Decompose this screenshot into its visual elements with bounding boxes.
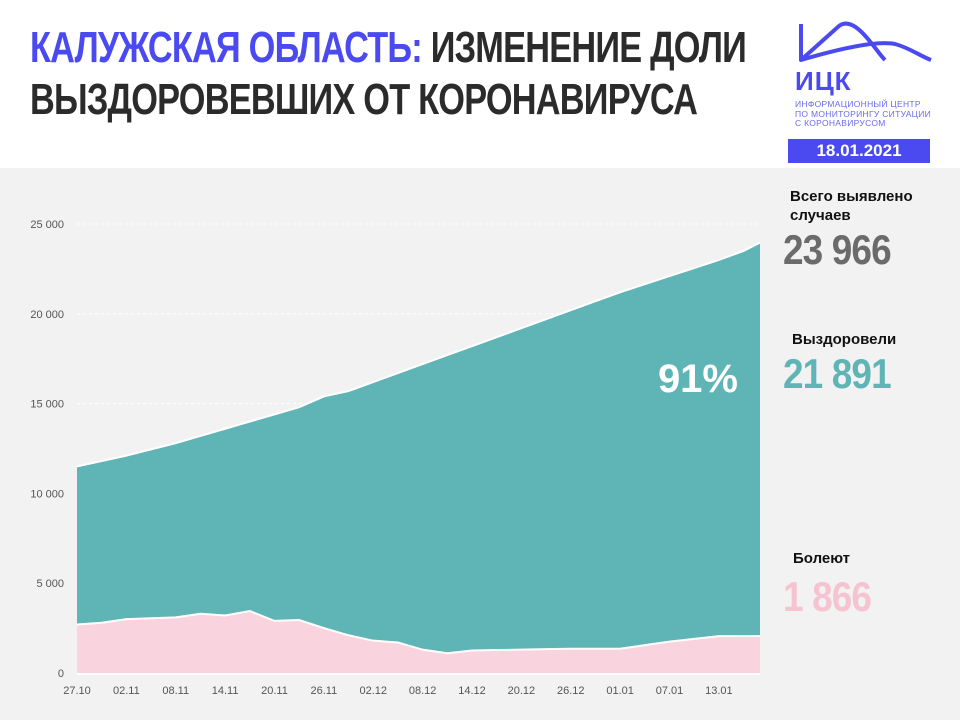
x-tick-label: 26.12 <box>557 685 585 697</box>
header: КАЛУЖСКАЯ ОБЛАСТЬ: ИЗМЕНЕНИЕ ДОЛИ ВЫЗДОР… <box>0 0 960 168</box>
total-value: 23 966 <box>783 226 892 273</box>
logo-subtitle: ИНФОРМАЦИОННЫЙ ЦЕНТР ПО МОНИТОРИНГУ СИТУ… <box>795 99 932 129</box>
y-tick-label: 15 000 <box>30 399 64 411</box>
y-tick-label: 5 000 <box>36 578 64 590</box>
sick-line <box>76 610 760 655</box>
x-tick-label: 14.12 <box>458 685 486 697</box>
recovered-label: Выздоровели <box>792 331 897 348</box>
recovered-area <box>77 242 760 674</box>
logo-abbr: ИЦК <box>795 66 852 96</box>
y-tick-label: 10 000 <box>30 488 64 500</box>
x-tick-label: 02.12 <box>359 685 387 697</box>
x-tick-label: 27.10 <box>63 685 91 697</box>
x-tick-label: 02.11 <box>113 685 140 697</box>
x-tick-label: 26.11 <box>311 685 338 697</box>
x-tick-label: 01.01 <box>606 685 634 697</box>
x-tick-label: 20.12 <box>508 685 536 697</box>
sick-value: 1 866 <box>783 573 872 620</box>
logo-subtitle-line: ПО МОНИТОРИНГУ СИТУАЦИИ <box>795 108 932 119</box>
date-badge: 18.01.2021 <box>788 139 930 163</box>
y-tick-label: 20 000 <box>30 309 64 321</box>
x-tick-label: 20.11 <box>261 685 288 697</box>
percent-annotation: 91% <box>658 357 738 401</box>
x-tick-label: 08.12 <box>409 685 437 697</box>
y-tick-label: 25 000 <box>30 219 64 231</box>
recovered-value: 21 891 <box>783 350 892 397</box>
page-title: КАЛУЖСКАЯ ОБЛАСТЬ: ИЗМЕНЕНИЕ ДОЛИ ВЫЗДОР… <box>30 22 747 126</box>
total-label: Всего выявлено случаев <box>790 188 913 224</box>
x-tick-label: 13.01 <box>705 685 733 697</box>
logo-subtitle-line: ИНФОРМАЦИОННЫЙ ЦЕНТР <box>795 99 921 109</box>
area-chart: 0 5 000 10 000 15 000 20 000 25 000 27.10 02.11… <box>30 219 761 697</box>
title-line2: ВЫЗДОРОВЕВШИХ ОТ КОРОНАВИРУСА <box>30 75 698 124</box>
title-region: КАЛУЖСКАЯ ОБЛАСТЬ: <box>30 23 423 72</box>
x-tick-label: 07.01 <box>656 685 684 697</box>
sick-label: Болеют <box>793 550 851 567</box>
logo-icon <box>799 21 932 62</box>
x-tick-label: 08.11 <box>162 685 189 697</box>
sick-area <box>77 611 760 673</box>
x-tick-label: 14.11 <box>212 685 239 697</box>
total-line <box>76 241 761 468</box>
y-tick-label: 0 <box>58 668 64 680</box>
title-line1: ИЗМЕНЕНИЕ ДОЛИ <box>430 23 747 72</box>
logo-subtitle-line: С КОРОНАВИРУСОМ <box>795 118 886 128</box>
